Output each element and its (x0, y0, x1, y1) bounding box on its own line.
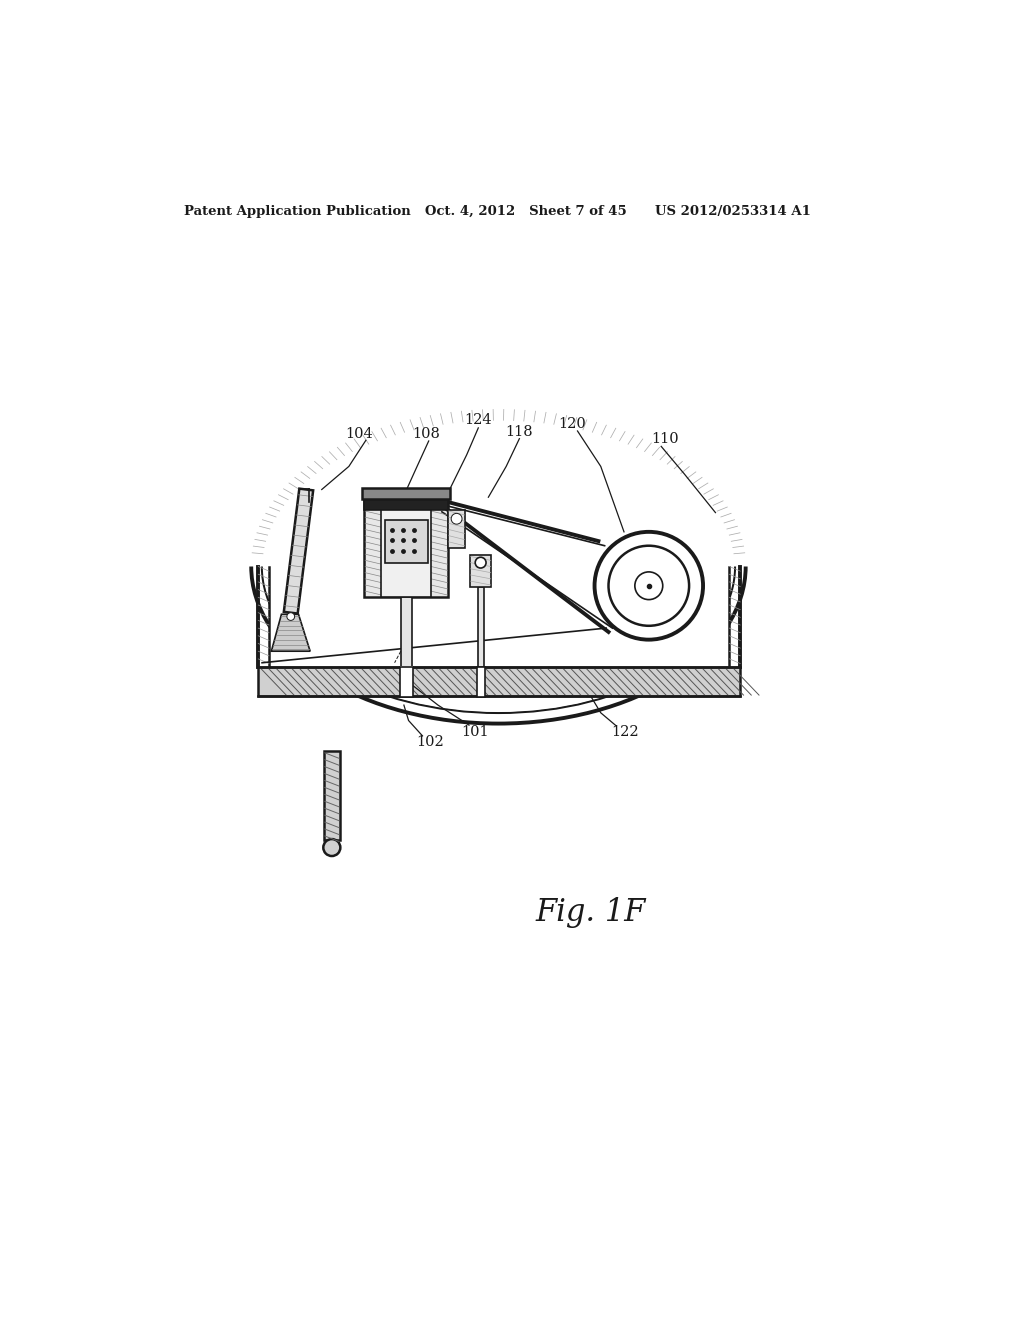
Bar (400, 665, 414, 697)
Bar (449, 510, 465, 548)
Bar (365, 498, 449, 597)
Bar (269, 566, 729, 667)
Bar (324, 751, 340, 840)
Text: 120: 120 (558, 417, 586, 432)
Text: 110: 110 (651, 433, 679, 446)
Text: 108: 108 (413, 428, 440, 441)
Circle shape (635, 572, 663, 599)
Text: Oct. 4, 2012   Sheet 7 of 45: Oct. 4, 2012 Sheet 7 of 45 (425, 205, 627, 218)
Bar (400, 667, 414, 697)
Ellipse shape (263, 421, 734, 711)
Text: 118: 118 (506, 425, 534, 438)
Bar (258, 667, 740, 696)
Circle shape (595, 532, 703, 640)
Text: Patent Application Publication: Patent Application Publication (183, 205, 411, 218)
Bar (385, 520, 428, 562)
Circle shape (324, 840, 340, 855)
Text: 102: 102 (417, 735, 444, 748)
Circle shape (287, 612, 295, 620)
Circle shape (452, 513, 462, 524)
Bar (381, 510, 431, 597)
Text: US 2012/0253314 A1: US 2012/0253314 A1 (655, 205, 811, 218)
Bar (470, 554, 492, 587)
Circle shape (608, 545, 689, 626)
Bar (362, 488, 451, 499)
Text: 101: 101 (462, 725, 489, 739)
Text: 122: 122 (611, 725, 639, 739)
Bar (477, 587, 483, 667)
Text: 124: 124 (465, 413, 493, 428)
Circle shape (475, 557, 486, 568)
Bar (400, 597, 413, 667)
Text: 104: 104 (345, 428, 373, 441)
Polygon shape (284, 488, 313, 614)
Bar (365, 498, 449, 510)
Text: Fig. 1F: Fig. 1F (536, 898, 646, 928)
Bar (477, 667, 484, 697)
Polygon shape (271, 614, 310, 651)
